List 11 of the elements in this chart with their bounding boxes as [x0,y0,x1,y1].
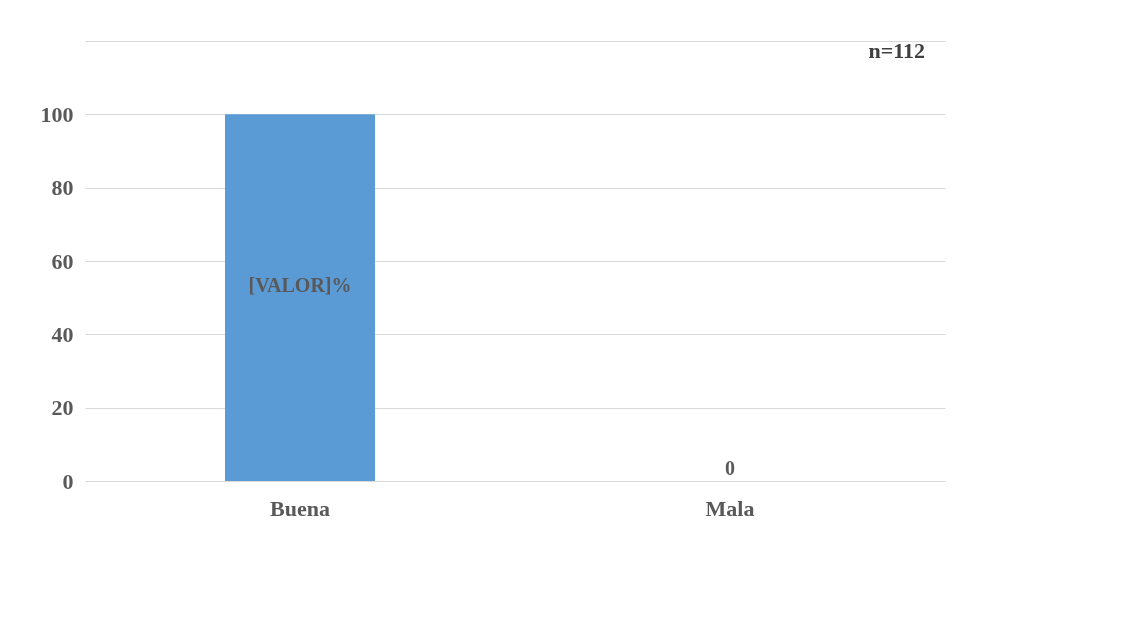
y-tick-label: 100 [40,101,74,127]
annotation: n=112 [868,38,925,63]
y-tick-label: 0 [62,468,74,494]
y-tick-label: 60 [51,248,74,274]
y-tick-label: 20 [51,395,74,421]
x-tick-label: Buena [270,496,330,521]
data-label: 0 [725,457,735,479]
y-tick-label: 80 [51,175,74,201]
x-tick-label: Mala [705,496,755,521]
y-tick-label: 40 [51,321,74,347]
data-label: [VALOR]% [248,273,352,296]
